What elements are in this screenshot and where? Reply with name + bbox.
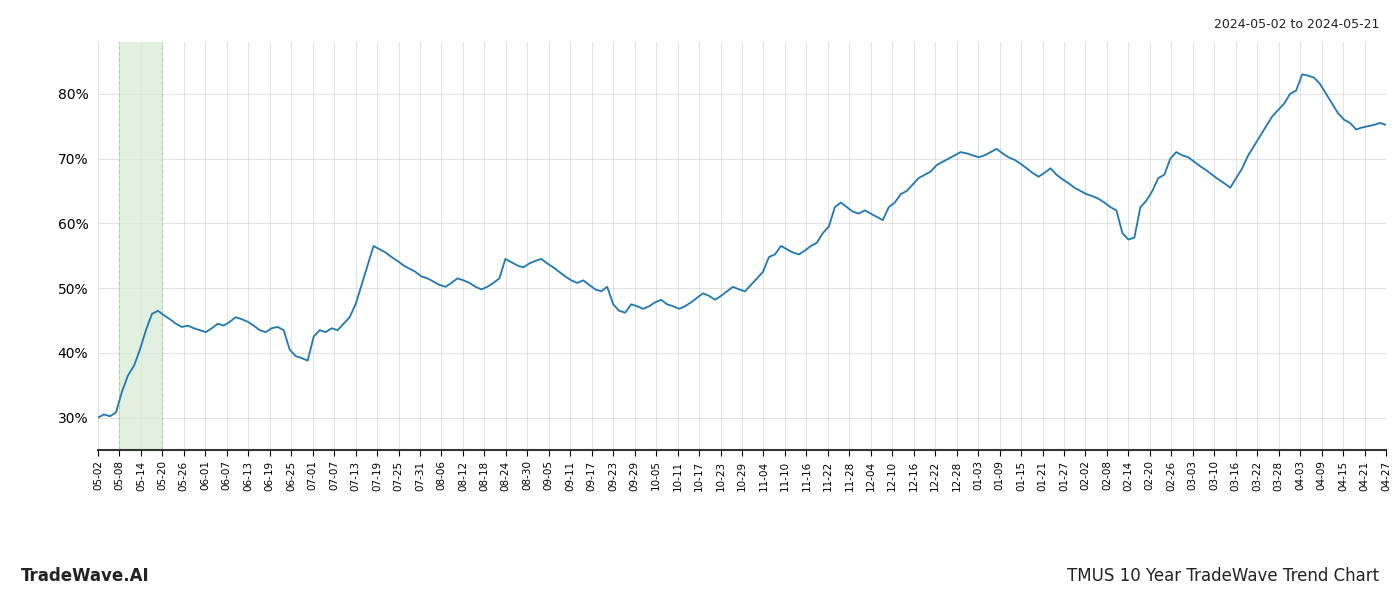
Text: 2024-05-02 to 2024-05-21: 2024-05-02 to 2024-05-21 [1214,18,1379,31]
Text: TradeWave.AI: TradeWave.AI [21,567,150,585]
Text: TMUS 10 Year TradeWave Trend Chart: TMUS 10 Year TradeWave Trend Chart [1067,567,1379,585]
Bar [119,42,162,450]
